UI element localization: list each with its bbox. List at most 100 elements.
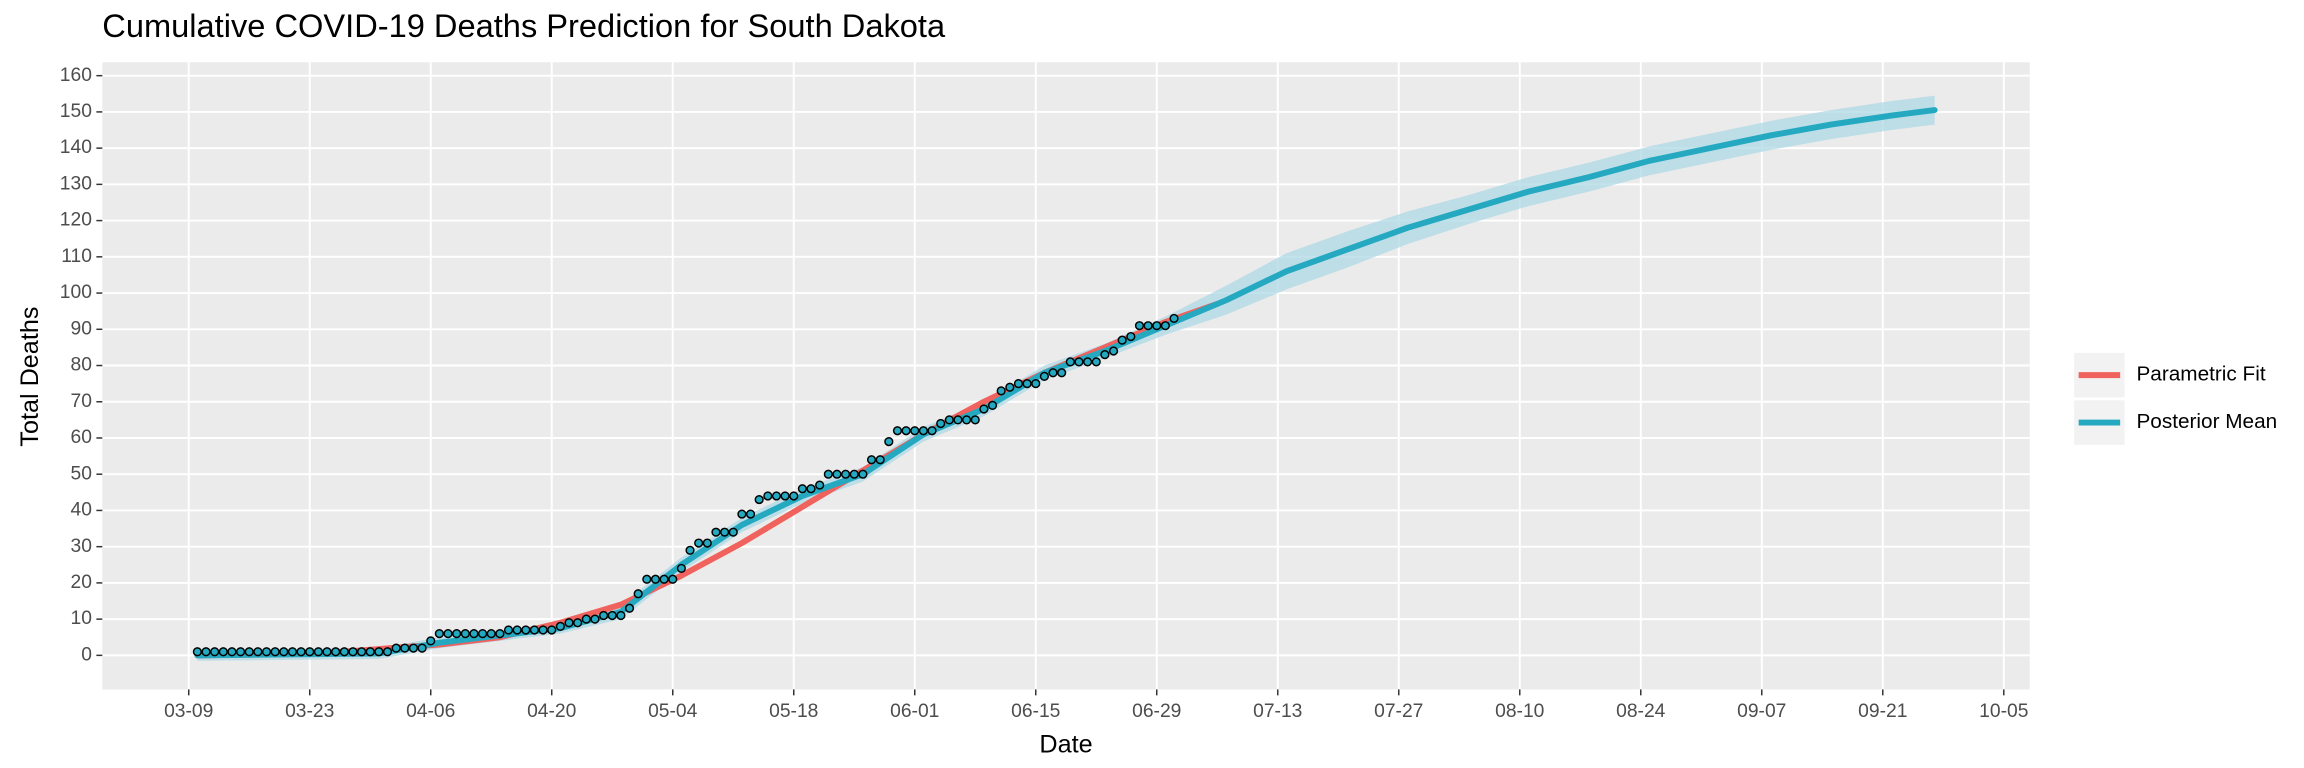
y-tick-label: 10	[70, 608, 91, 629]
data-point	[590, 614, 600, 624]
data-point	[1169, 313, 1179, 324]
y-tick-label: 20	[70, 572, 91, 593]
data-point	[806, 484, 816, 494]
data-point	[1048, 368, 1058, 378]
data-point	[1117, 335, 1127, 345]
data-point	[253, 647, 263, 657]
x-tick-label: 06-29	[1132, 701, 1181, 722]
data-point	[538, 625, 548, 635]
y-tick-label: 90	[70, 318, 91, 339]
data-point	[962, 415, 972, 425]
data-point	[953, 415, 963, 425]
data-point	[650, 574, 661, 584]
data-point	[305, 647, 315, 657]
data-point	[797, 484, 807, 494]
data-point	[866, 455, 877, 465]
data-point	[382, 647, 393, 657]
x-tick-label: 04-20	[527, 701, 576, 722]
data-point	[918, 426, 928, 436]
data-point	[702, 538, 712, 548]
data-point	[210, 647, 220, 657]
x-tick-label: 08-24	[1616, 701, 1666, 722]
data-point	[426, 636, 436, 646]
plot-panel	[102, 62, 2030, 690]
data-point	[737, 509, 747, 519]
data-point	[391, 643, 401, 653]
data-point	[555, 621, 565, 631]
data-point	[979, 404, 989, 414]
data-point	[996, 386, 1006, 396]
data-point	[754, 494, 764, 505]
y-tick-label: 110	[61, 246, 92, 267]
data-point	[417, 643, 427, 653]
y-tick-label: 100	[60, 282, 92, 303]
legend-label: Parametric Fit	[2136, 363, 2265, 386]
y-tick-label: 40	[70, 500, 91, 521]
data-point	[192, 647, 202, 657]
data-point	[1074, 357, 1084, 367]
data-point	[331, 647, 341, 657]
data-point	[685, 545, 695, 555]
data-point	[322, 647, 332, 657]
data-point	[711, 527, 721, 537]
data-point	[1126, 331, 1136, 342]
data-point	[875, 455, 885, 465]
y-tick-label: 130	[60, 173, 92, 194]
data-point	[832, 469, 842, 479]
x-tick-label: 05-18	[769, 701, 818, 722]
x-tick-label: 07-27	[1374, 701, 1423, 722]
data-point	[987, 400, 998, 410]
data-point	[573, 618, 583, 628]
data-point	[1005, 382, 1015, 392]
data-point	[1022, 379, 1032, 389]
legend-label: Posterior Mean	[2136, 410, 2277, 433]
data-point	[486, 629, 496, 639]
data-point	[1160, 321, 1170, 331]
data-point	[659, 574, 669, 584]
data-point	[884, 437, 894, 447]
x-tick-label: 06-15	[1011, 701, 1060, 722]
data-point	[218, 647, 228, 657]
data-point	[720, 527, 730, 537]
x-tick-label: 03-09	[164, 701, 213, 722]
data-point	[244, 647, 254, 657]
data-point	[564, 618, 574, 628]
y-tick-label: 160	[60, 65, 92, 86]
data-point	[789, 491, 799, 501]
data-point	[1152, 321, 1162, 331]
data-point	[547, 625, 557, 635]
data-point	[356, 647, 367, 657]
data-point	[944, 415, 954, 425]
data-point	[227, 647, 237, 657]
data-point	[408, 643, 419, 653]
data-point	[624, 603, 635, 613]
data-point	[1057, 368, 1067, 378]
data-point	[642, 574, 652, 584]
data-point	[1108, 346, 1119, 356]
data-point	[443, 629, 453, 639]
x-tick-label: 09-21	[1858, 701, 1907, 722]
data-point	[287, 647, 298, 657]
data-point	[495, 629, 505, 639]
data-point	[841, 469, 851, 479]
data-point	[633, 589, 643, 599]
y-tick-label: 60	[70, 427, 91, 448]
data-point	[901, 426, 911, 436]
data-point	[460, 629, 470, 639]
data-point	[1039, 371, 1049, 381]
data-point	[1134, 321, 1145, 331]
y-axis-label: Total Deaths	[16, 307, 44, 447]
y-tick-label: 80	[70, 355, 91, 376]
y-tick-label: 70	[70, 391, 91, 412]
x-tick-label: 08-10	[1495, 701, 1544, 722]
data-point	[313, 647, 323, 657]
data-point	[1143, 321, 1153, 331]
data-point	[927, 426, 937, 436]
data-point	[339, 647, 349, 657]
x-tick-label: 04-06	[406, 701, 455, 722]
data-point	[478, 629, 488, 639]
data-point	[1100, 350, 1110, 360]
y-tick-label: 150	[60, 101, 92, 122]
x-tick-label: 10-05	[1979, 701, 2028, 722]
data-point	[936, 418, 946, 429]
